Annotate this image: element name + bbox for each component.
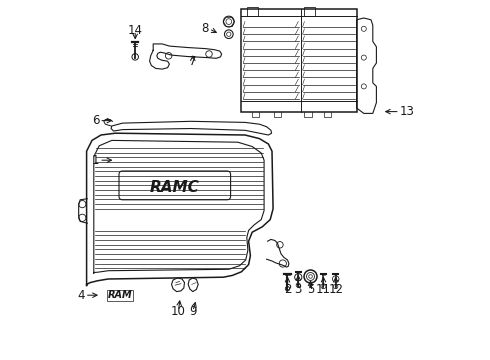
Text: 9: 9 (189, 305, 196, 318)
Text: 3: 3 (294, 283, 302, 296)
Text: 10: 10 (171, 305, 186, 318)
Text: 4: 4 (77, 289, 85, 302)
Text: 8: 8 (201, 22, 209, 35)
Text: RAMC: RAMC (150, 180, 200, 195)
Text: 14: 14 (128, 24, 143, 37)
Text: 5: 5 (307, 283, 314, 296)
Text: 7: 7 (189, 55, 196, 68)
Text: 2: 2 (284, 283, 291, 296)
Text: 6: 6 (92, 114, 99, 127)
Text: 13: 13 (400, 105, 415, 118)
Text: 11: 11 (316, 283, 331, 296)
Text: 1: 1 (92, 154, 99, 167)
Text: RAM: RAM (107, 290, 132, 300)
Text: 12: 12 (328, 283, 343, 296)
